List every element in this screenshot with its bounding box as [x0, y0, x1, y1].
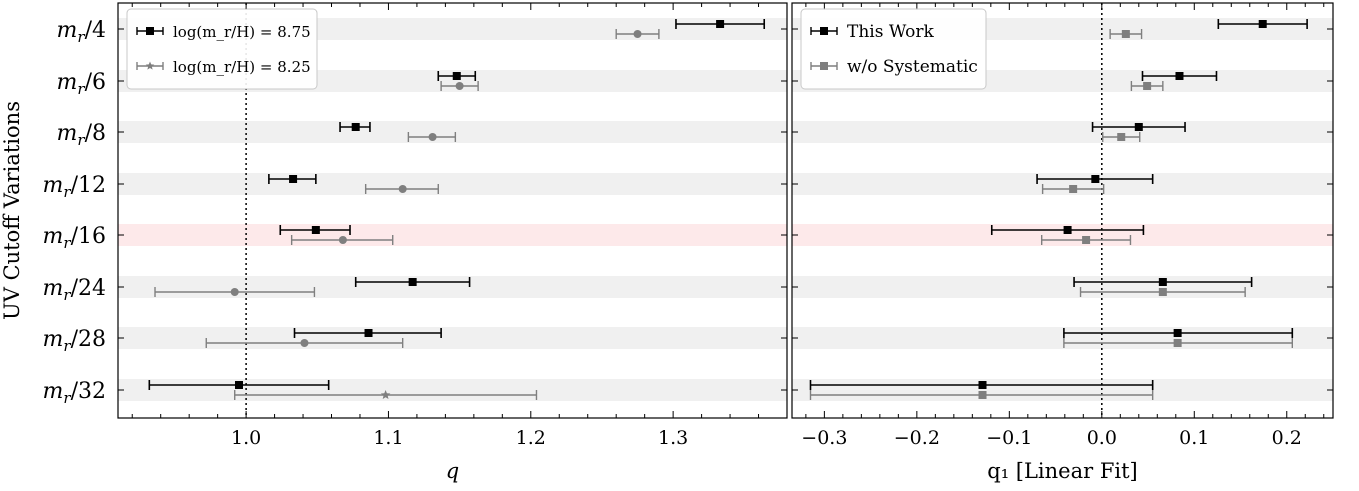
data-point [234, 381, 243, 389]
data-point [1158, 278, 1167, 286]
legend-label: This Work [847, 22, 935, 42]
legend-marker [820, 27, 828, 35]
data-point [230, 288, 239, 296]
x-tick-label: 1.3 [658, 427, 688, 449]
data-point [1158, 288, 1167, 296]
row-band [118, 173, 787, 195]
row-band [118, 224, 787, 246]
row-label: mr/4 [57, 18, 106, 46]
row-label: mr/32 [43, 379, 106, 407]
row-band [118, 121, 787, 143]
row-label: mr/12 [43, 173, 106, 201]
data-point [428, 133, 437, 141]
row-band [118, 327, 787, 349]
row-band [792, 121, 1333, 143]
legend-box [800, 8, 987, 90]
data-point [300, 339, 309, 347]
data-point [978, 391, 987, 399]
data-point [1063, 226, 1072, 234]
data-point [1091, 175, 1100, 183]
row-label: mr/24 [43, 276, 106, 304]
x-axis-label: q₁ [Linear Fit] [987, 459, 1138, 483]
legend-marker [145, 61, 155, 70]
plot-frame [791, 2, 1334, 419]
data-point [1117, 133, 1126, 141]
legend-marker [146, 27, 154, 35]
row-label: mr/6 [57, 70, 106, 98]
x-tick-label: 1.1 [373, 427, 403, 449]
data-point [364, 329, 373, 337]
legend-label: log(m_r/H) = 8.75 [173, 23, 311, 41]
x-tick-label: 0.1 [1179, 427, 1209, 449]
data-point [1173, 339, 1182, 347]
panel-q: 1.0 1.1 1.2 1.3 q log(m_r/H) = 8.75 log(m_r/H)… [117, 2, 788, 483]
data-point [978, 381, 987, 389]
x-tick-label: 0.0 [1087, 427, 1117, 449]
data-point [398, 185, 407, 193]
x-tick-label: 0.2 [1272, 427, 1302, 449]
row-label: mr/8 [57, 121, 106, 149]
data-point [1069, 185, 1078, 193]
data-point [311, 226, 320, 234]
data-point [1175, 72, 1184, 80]
legend-marker [820, 62, 828, 70]
data-point [408, 278, 417, 286]
row-label: mr/28 [43, 327, 106, 355]
data-point [1134, 123, 1143, 131]
row-band [792, 379, 1333, 401]
data-point [455, 82, 464, 90]
legend-box [126, 8, 318, 90]
row-band [792, 173, 1333, 195]
data-point [1173, 329, 1182, 337]
row-band [792, 224, 1333, 246]
data-point [1121, 30, 1130, 38]
y-axis-title: UV Cutoff Variations [0, 101, 24, 320]
row-band [792, 327, 1333, 349]
x-axis-label: q [446, 459, 459, 483]
x-tick-label: −0.3 [801, 427, 847, 449]
data-point [289, 175, 298, 183]
plot-frame [117, 2, 788, 419]
x-tick-label: 1.2 [516, 427, 546, 449]
data-point [452, 72, 461, 80]
row-band [118, 379, 787, 401]
legend-label: log(m_r/H) = 8.25 [173, 58, 311, 76]
row-band [118, 276, 787, 298]
data-point [338, 236, 347, 244]
legend-label: w/o Systematic [847, 57, 978, 77]
data-point [351, 123, 360, 131]
x-tick-label: 1.0 [231, 427, 261, 449]
data-point [716, 20, 725, 28]
data-point [1258, 20, 1267, 28]
data-point [1143, 82, 1152, 90]
data-point [633, 30, 642, 38]
panel-q1: −0.3 −0.2 −0.1 0.0 0.1 0.2 q₁ [Linear Fit] This… [791, 2, 1334, 483]
data-point [380, 390, 391, 399]
row-label: mr/16 [43, 224, 106, 252]
data-point [1082, 236, 1091, 244]
x-tick-label: −0.2 [894, 427, 940, 449]
x-tick-label: −0.1 [986, 427, 1032, 449]
